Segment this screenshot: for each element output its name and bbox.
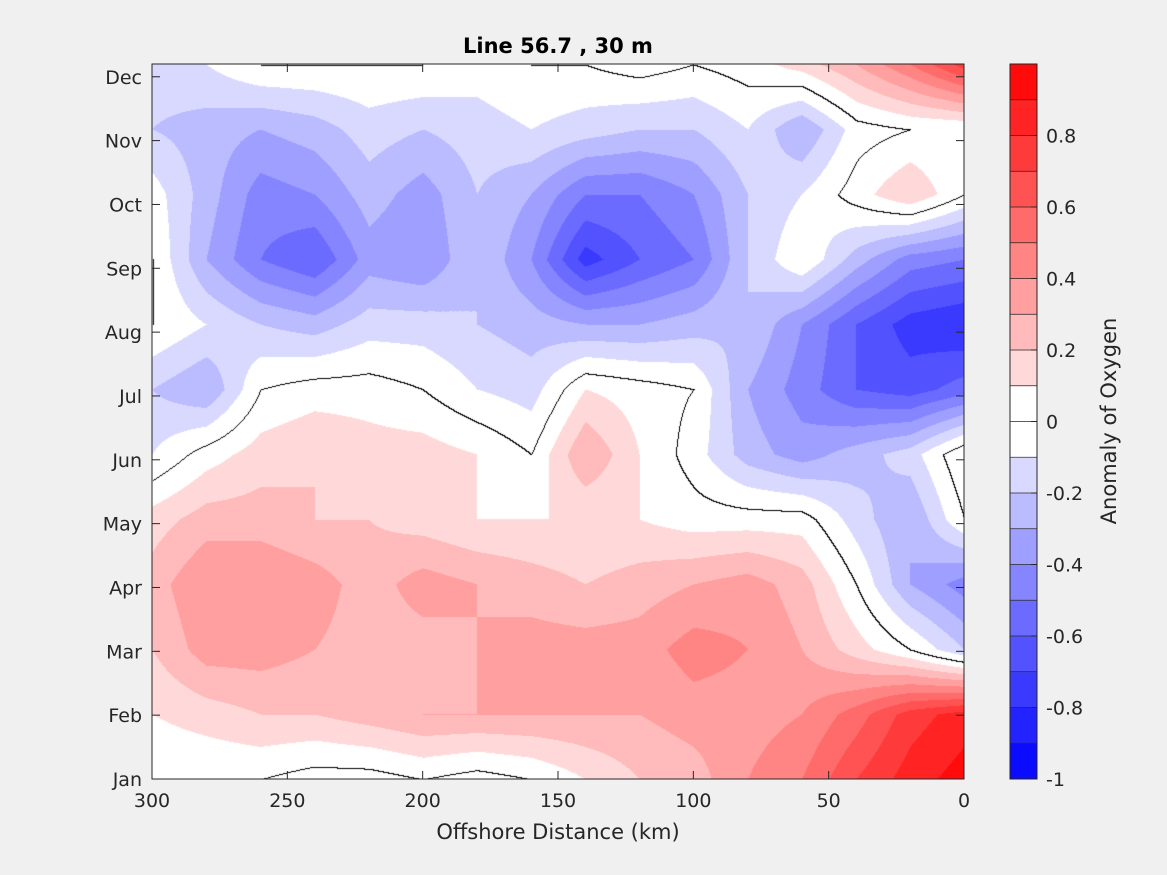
y-tick-label: Nov bbox=[105, 131, 142, 153]
colorbar-band bbox=[1010, 385, 1037, 422]
colorbar-bands bbox=[1010, 64, 1037, 780]
y-tick-label: Sep bbox=[106, 258, 142, 280]
plot-area: 300 250 200 150 100 50 0 Jan Feb Mar Apr May Jun Jul… bbox=[103, 63, 970, 812]
y-tick-label: Jun bbox=[111, 450, 142, 472]
colorbar-band bbox=[1010, 636, 1037, 673]
y-tick-label: Mar bbox=[106, 641, 142, 663]
y-tick-label: Oct bbox=[109, 194, 142, 216]
x-tick-label: 0 bbox=[958, 790, 970, 812]
colorbar-label: Anomaly of Oxygen bbox=[1097, 318, 1121, 525]
y-tick-label: Aug bbox=[105, 322, 142, 344]
colorbar-band bbox=[1010, 135, 1037, 172]
colorbar-band bbox=[1010, 528, 1037, 565]
colorbar-tick-label: 0.8 bbox=[1046, 126, 1076, 148]
colorbar-band bbox=[1010, 207, 1037, 244]
chart-title: Line 56.7 , 30 m bbox=[463, 34, 653, 58]
colorbar-band bbox=[1010, 171, 1037, 208]
y-axis-ticks: Jan Feb Mar Apr May Jun Jul Aug Sep Oct Nov Dec bbox=[103, 67, 964, 791]
x-tick-label: 100 bbox=[675, 790, 711, 812]
y-tick-label: Dec bbox=[105, 67, 142, 89]
colorbar-tick-label: 0.4 bbox=[1046, 269, 1076, 291]
x-tick-label: 200 bbox=[405, 790, 441, 812]
x-axis-ticks: 300 250 200 150 100 50 0 bbox=[134, 64, 970, 812]
colorbar-tick-label: 0.6 bbox=[1046, 197, 1076, 219]
colorbar-tick-label: -0.4 bbox=[1046, 555, 1083, 577]
colorbar-tick-label: -0.2 bbox=[1046, 483, 1083, 505]
contour-field bbox=[152, 64, 964, 779]
x-axis-label: Offshore Distance (km) bbox=[436, 820, 679, 844]
colorbar-band bbox=[1010, 421, 1037, 458]
colorbar: -1 -0.8 -0.6 -0.4 -0.2 0 0.2 0.4 0.6 0.8 Anomaly … bbox=[1009, 63, 1121, 791]
colorbar-band bbox=[1010, 564, 1037, 601]
colorbar-tick-label: -0.6 bbox=[1046, 626, 1083, 648]
colorbar-band bbox=[1010, 493, 1037, 530]
x-tick-label: 50 bbox=[817, 790, 841, 812]
colorbar-band bbox=[1010, 278, 1037, 315]
colorbar-band bbox=[1010, 64, 1037, 101]
colorbar-band bbox=[1010, 600, 1037, 637]
colorbar-band bbox=[1010, 242, 1037, 279]
x-tick-label: 250 bbox=[269, 790, 305, 812]
y-tick-label: Feb bbox=[108, 705, 142, 727]
y-tick-label: Apr bbox=[109, 577, 142, 599]
colorbar-band bbox=[1010, 707, 1037, 744]
colorbar-tick-label: -0.8 bbox=[1046, 698, 1083, 720]
y-tick-label: May bbox=[103, 514, 142, 536]
colorbar-band bbox=[1010, 457, 1037, 494]
x-tick-label: 300 bbox=[134, 790, 170, 812]
y-tick-label: Jul bbox=[118, 386, 142, 408]
colorbar-band bbox=[1010, 671, 1037, 708]
y-tick-label: Jan bbox=[112, 769, 142, 791]
colorbar-band bbox=[1010, 99, 1037, 136]
colorbar-tick-label: 0 bbox=[1046, 412, 1058, 434]
colorbar-band bbox=[1010, 743, 1037, 780]
colorbar-tick-label: 0.2 bbox=[1046, 340, 1076, 362]
x-tick-label: 150 bbox=[540, 790, 576, 812]
colorbar-band bbox=[1010, 314, 1037, 351]
colorbar-band bbox=[1010, 350, 1037, 387]
colorbar-ticks: -1 -0.8 -0.6 -0.4 -0.2 0 0.2 0.4 0.6 0.8 bbox=[1031, 126, 1083, 791]
colorbar-tick-label: -1 bbox=[1046, 769, 1065, 791]
